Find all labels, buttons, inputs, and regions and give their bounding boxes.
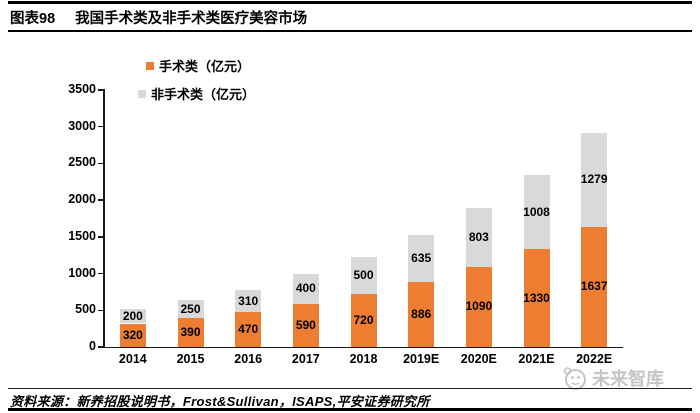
bar-segment-surgical [581, 226, 608, 347]
source-text: 资料来源：新养招股说明书，Frost&Sullivan，ISAPS,平安证券研究… [10, 394, 430, 409]
data-label-nonsurgical: 635 [411, 251, 432, 266]
legend-item-nonsurgical: 非手术类（亿元） [138, 84, 255, 103]
legend-swatch-nonsurgical-icon [138, 89, 146, 98]
bar-segment-surgical [177, 318, 204, 347]
x-axis-label: 2021E [518, 352, 555, 366]
x-axis-label: 2014 [118, 352, 147, 366]
bar-segment-surgical [465, 266, 492, 347]
bar-segment-nonsurgical [408, 235, 435, 282]
bar-segment-surgical [119, 323, 146, 347]
y-axis-tick-label: 1000 [68, 265, 96, 280]
data-label-surgical: 590 [295, 317, 316, 332]
x-axis-label: 2019E [403, 352, 440, 366]
bar-segment-surgical [408, 281, 435, 347]
data-label-nonsurgical: 250 [180, 301, 201, 316]
y-axis-tick-label: 0 [89, 339, 96, 353]
y-axis-tick [98, 89, 104, 91]
figure-label: 图表98 [10, 11, 56, 27]
watermark: 未来智库 [561, 364, 664, 392]
legend-item-surgical: 手术类（亿元） [146, 56, 250, 75]
x-axis-label: 2018 [349, 352, 378, 366]
y-axis-tick-label: 1500 [68, 228, 96, 243]
title-rule [8, 30, 692, 32]
data-label-nonsurgical: 803 [468, 229, 489, 244]
x-axis-line [103, 346, 623, 349]
legend-swatch-surgical-icon [146, 61, 154, 70]
bar-segment-surgical [523, 249, 550, 347]
source-rule [8, 388, 692, 389]
legend-label-nonsurgical: 非手术类（亿元） [151, 87, 256, 102]
data-label-surgical: 320 [122, 327, 143, 342]
data-label-nonsurgical: 200 [122, 308, 143, 323]
bar-segment-nonsurgical [465, 207, 492, 267]
x-axis-label: 2015 [176, 352, 205, 366]
bar-segment-nonsurgical [523, 175, 550, 250]
data-label-nonsurgical: 400 [295, 281, 316, 296]
bar-segment-surgical [292, 303, 319, 347]
bottom-rule [8, 408, 692, 411]
y-axis-tick [98, 199, 104, 201]
bar-segment-nonsurgical [119, 308, 146, 324]
y-axis-tick [98, 162, 104, 165]
y-axis-tick-label: 500 [75, 302, 96, 317]
y-axis-tick-label: 2500 [68, 155, 96, 170]
y-axis-line [103, 89, 105, 348]
data-label-surgical: 390 [180, 325, 201, 340]
watermark-text: 未来智库 [592, 369, 664, 389]
data-label-surgical: 1330 [523, 290, 550, 305]
x-axis-label: 2020E [460, 352, 497, 366]
bar-segment-surgical [235, 312, 262, 347]
data-label-surgical: 1637 [580, 279, 608, 294]
bar-segment-surgical [350, 294, 377, 347]
data-label-nonsurgical: 1008 [523, 204, 550, 219]
bar-segment-nonsurgical [581, 132, 608, 227]
y-axis-tick [98, 346, 104, 348]
data-label-surgical: 720 [353, 313, 374, 328]
data-label-nonsurgical: 310 [238, 293, 259, 308]
y-axis-tick [98, 125, 104, 128]
y-axis-tick-label: 2000 [68, 192, 96, 207]
bar-segment-nonsurgical [350, 257, 377, 295]
data-label-nonsurgical: 500 [353, 268, 374, 283]
data-label-surgical: 1090 [465, 299, 493, 314]
figure-header: 图表98 我国手术类及非手术类医疗美容市场 [10, 7, 307, 28]
data-label-nonsurgical: 1279 [580, 172, 608, 187]
data-label-surgical: 886 [411, 306, 432, 321]
legend-label-surgical: 手术类（亿元） [159, 59, 251, 74]
bar-segment-nonsurgical [292, 274, 319, 304]
top-rule [8, 1, 692, 4]
y-axis-tick [98, 309, 104, 312]
y-axis-tick-label: 3500 [68, 82, 96, 96]
x-axis-label: 2017 [291, 352, 320, 366]
y-axis-tick-label: 3000 [68, 118, 96, 133]
x-axis-label: 2022E [576, 352, 613, 366]
x-axis-label: 2016 [234, 352, 263, 366]
figure-title: 我国手术类及非手术类医疗美容市场 [75, 11, 308, 27]
data-label-surgical: 470 [238, 322, 259, 337]
y-axis-tick [98, 236, 104, 238]
bar-segment-nonsurgical [235, 289, 262, 313]
zhiku-logo-icon [563, 367, 586, 390]
bar-segment-nonsurgical [177, 300, 204, 319]
y-axis-tick [98, 272, 104, 275]
